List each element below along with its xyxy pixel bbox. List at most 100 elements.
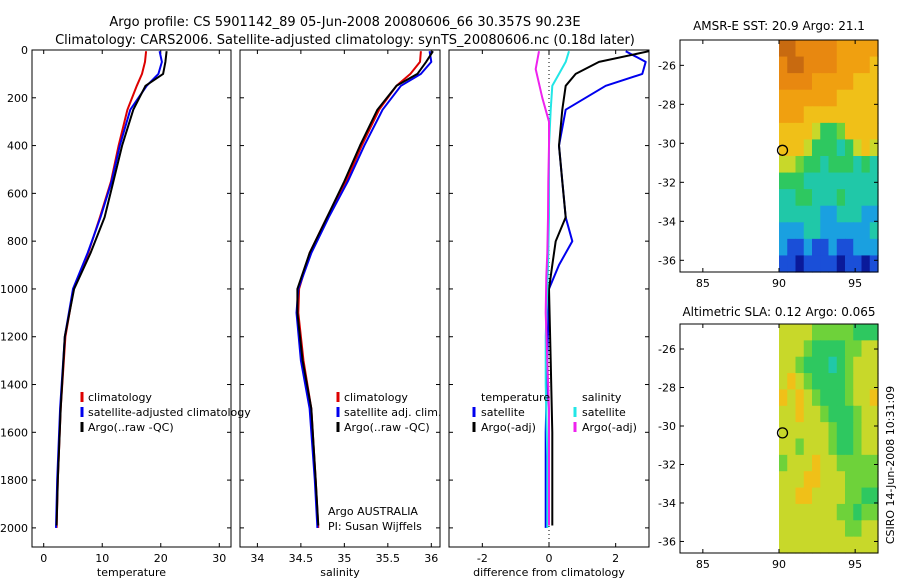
- sst_map-cell: [853, 255, 863, 273]
- sst_map-cell: [779, 73, 788, 91]
- sla_map-cell: [803, 340, 813, 358]
- sla_map-cell: [845, 373, 854, 391]
- sst_map-cell: [828, 156, 838, 174]
- sla_map-cell: [861, 373, 871, 391]
- sla_map-cell: [845, 503, 854, 521]
- sla_map-cell: [820, 520, 830, 538]
- sla_map-cell: [812, 487, 821, 505]
- sla_map-cell: [828, 454, 838, 472]
- sst_map-cell: [828, 189, 838, 207]
- sla_map-cell: [779, 487, 788, 505]
- sla_map-cell: [828, 340, 838, 358]
- sst_map-cell: [787, 73, 797, 91]
- sla_map-cell: [845, 487, 854, 505]
- salinity-series-0: [297, 51, 422, 528]
- sla_map-cell: [828, 536, 838, 554]
- sla_map-cell: [779, 356, 788, 374]
- sst_map-cell: [779, 189, 788, 207]
- sla_map-cell: [853, 405, 863, 423]
- sla_map-cell: [828, 373, 838, 391]
- sst_map-cell: [820, 205, 830, 223]
- sst_map-cell: [828, 122, 838, 141]
- sst_map-y-tick-label: -32: [658, 176, 676, 189]
- sst_map-cell: [803, 172, 813, 190]
- sst_map-cell: [812, 73, 821, 91]
- sla_map-cell: [795, 405, 805, 423]
- sla_map-cell: [779, 340, 788, 358]
- sst_map-cell: [803, 122, 813, 141]
- sst_map-cell: [820, 73, 830, 91]
- salinity-annotation-1: PI: Susan Wijffels: [328, 520, 422, 533]
- sst_map-y-tick-label: -30: [658, 137, 676, 150]
- sst_map-cell: [803, 222, 813, 240]
- sla_map-cell: [803, 405, 813, 423]
- sst_map-cell: [803, 73, 813, 91]
- sst_map-cell: [803, 156, 813, 174]
- sst_map-cell: [869, 139, 879, 157]
- sst_map-cell: [795, 172, 805, 190]
- sst_map-cell: [845, 172, 854, 190]
- sla_map-cell: [861, 389, 871, 407]
- sla_map-cell: [795, 454, 805, 472]
- sst_map-cell: [845, 56, 854, 74]
- sst_map-y-tick-label: -36: [658, 254, 676, 267]
- sla_map-cell: [820, 324, 830, 341]
- sla_map-cell: [845, 520, 854, 538]
- sla_map-cell: [779, 405, 788, 423]
- sst_map-x-tick-label: 85: [696, 277, 710, 290]
- difference-x-tick-label: 2: [612, 552, 619, 565]
- sla_map-cell: [779, 520, 788, 538]
- sst_map-cell: [828, 56, 838, 74]
- sla_map-cell: [787, 520, 797, 538]
- sst_map-cell: [836, 255, 846, 273]
- sst_map-cell: [820, 139, 830, 157]
- sst_map-cell: [861, 73, 871, 91]
- sla_map-cell: [779, 536, 788, 554]
- sst_map-cell: [836, 172, 846, 190]
- sst_map-cell: [812, 205, 821, 223]
- sst_map-cell: [861, 89, 871, 107]
- sst_map-cell: [861, 205, 871, 223]
- sst_map-cell: [836, 56, 846, 74]
- sla_map-cell: [779, 503, 788, 521]
- sst_map-cell: [787, 40, 797, 58]
- sst_map-cell: [869, 89, 879, 107]
- sla_map-cell: [820, 389, 830, 407]
- header-line-2: Climatology: CARS2006. Satellite-adjuste…: [55, 33, 635, 48]
- sst_map-cell: [869, 238, 879, 257]
- sst_map-cell: [812, 222, 821, 240]
- sla_map-cell: [795, 422, 805, 440]
- sst_map-cell: [869, 73, 879, 91]
- sst_map-cell: [795, 89, 805, 107]
- sst_map-cell: [795, 156, 805, 174]
- sst_map-cell: [779, 156, 788, 174]
- sla_map-cell: [812, 389, 821, 407]
- sla_map-cell: [861, 454, 871, 472]
- sst_map-cell: [869, 189, 879, 207]
- sst_map-cell: [853, 40, 863, 58]
- panel-salinity: 34 34.5 35 35.5 36 salinity climatology satelli…: [239, 49, 441, 579]
- sla_map-y-tick-label: -28: [658, 382, 676, 395]
- sst_map-cell: [828, 40, 838, 58]
- sla_map-cell: [820, 471, 830, 489]
- sst_map-cell: [861, 255, 871, 273]
- sla_map-cell: [803, 520, 813, 538]
- salinity-x-tick-label: 34: [250, 552, 264, 565]
- sst_map-y-tick-label: -28: [658, 98, 676, 111]
- temperature-series-0: [55, 51, 148, 528]
- sla_map-cell: [869, 373, 879, 391]
- sst_map-cell: [836, 205, 846, 223]
- sla_map-cell: [845, 405, 854, 423]
- sst_map-cell: [828, 172, 838, 190]
- sst_map-cell: [779, 139, 788, 157]
- sst_map-cell: [787, 238, 797, 257]
- side-timestamp: CSIRO 14-Jun-2008 10:31:09: [884, 386, 897, 544]
- sla_map-cell: [861, 503, 871, 521]
- sst_map-cell: [787, 139, 797, 157]
- sla_map-cell: [812, 340, 821, 358]
- sst_map-cell: [861, 222, 871, 240]
- sla_map-cell: [853, 471, 863, 489]
- sst_map-cell: [795, 205, 805, 223]
- sst_map-cell: [779, 172, 788, 190]
- sla_map-cell: [836, 438, 846, 456]
